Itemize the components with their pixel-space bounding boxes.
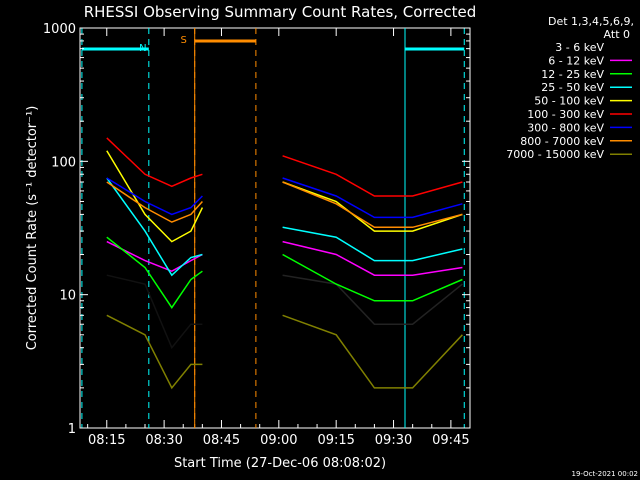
series-line-5-part-2	[282, 181, 463, 232]
x-tick-label: 09:15	[317, 433, 354, 448]
legend-entry-label: 25 - 50 keV	[541, 81, 604, 94]
legend-entry-label: 800 - 7000 keV	[520, 135, 604, 148]
y-tick-label: 1000	[43, 22, 76, 37]
x-axis-label: Start Time (27-Dec-06 08:08:02)	[174, 456, 386, 471]
render-timestamp: 19-Oct-2021 00:02	[572, 470, 638, 478]
legend-entry-label: 50 - 100 keV	[534, 95, 604, 108]
legend-entry-label: 6 - 12 keV	[548, 54, 604, 67]
y-tick-label: 100	[51, 155, 76, 170]
series-line-7-part-1	[106, 177, 203, 216]
y-axis-label: Corrected Count Rate (s⁻¹ detector⁻¹)	[25, 106, 40, 351]
series-line-8-part-1	[106, 181, 203, 223]
series-line-8-part-2	[282, 181, 463, 229]
legend-header-line1: Det 1,3,4,5,6,9,	[548, 15, 634, 28]
legend-entry-label: 300 - 800 keV	[527, 121, 604, 134]
x-tick-label: 08:45	[203, 433, 240, 448]
series-line-1-part-2	[282, 274, 463, 325]
annotation-s: S	[181, 35, 187, 46]
x-tick-label: 09:00	[260, 433, 297, 448]
series-layer	[106, 137, 463, 390]
series-line-2-part-2	[282, 240, 463, 276]
series-line-9-part-1	[106, 314, 203, 390]
y-tick-label: 10	[59, 289, 76, 304]
series-line-9-part-2	[282, 314, 463, 389]
x-tick-label: 08:30	[145, 433, 182, 448]
series-line-3-part-1	[106, 236, 203, 309]
axes-layer: 08:15 08:30 08:45 09:00 09:15 09:30 09:45 1 10 10…	[43, 22, 471, 448]
series-line-1-part-1	[106, 274, 203, 350]
x-tick-label: 08:15	[88, 433, 125, 448]
plot-frame	[79, 27, 471, 429]
series-line-4-part-2	[282, 226, 463, 262]
legend-entry-label: 12 - 25 keV	[541, 68, 604, 81]
legend-header-line2: Att 0	[604, 28, 630, 41]
series-line-6-part-1	[106, 137, 203, 188]
marker-layer: NS	[81, 28, 465, 428]
series-line-6-part-2	[282, 155, 463, 197]
legend-entry-label: 7000 - 15000 keV	[506, 148, 604, 161]
legend-entry-label: 100 - 300 keV	[527, 108, 604, 121]
legend-entry-label: 3 - 6 keV	[555, 41, 604, 54]
series-line-2-part-1	[106, 240, 203, 273]
chart-title: RHESSI Observing Summary Count Rates, Co…	[84, 3, 477, 21]
annotation-n: N	[139, 43, 146, 54]
series-line-3-part-2	[282, 253, 463, 302]
series-line-7-part-2	[282, 177, 463, 219]
x-tick-label: 09:45	[432, 433, 469, 448]
x-tick-label: 09:30	[375, 433, 412, 448]
series-line-4-part-1	[106, 177, 203, 277]
y-tick-label: 1	[68, 422, 76, 437]
